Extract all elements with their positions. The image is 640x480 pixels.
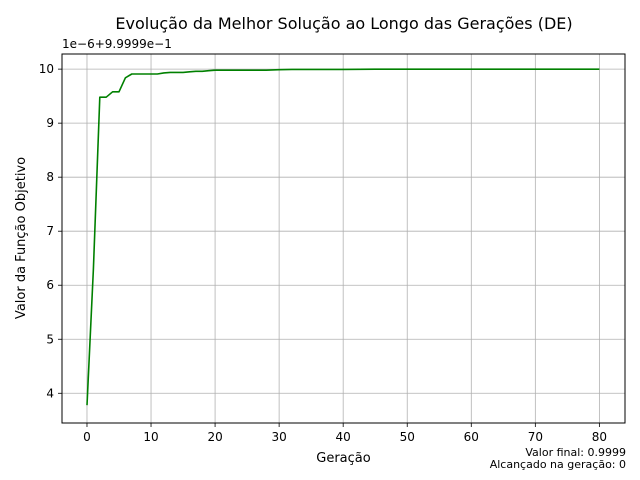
final-value-note: Valor final: 0.9999 [525, 446, 626, 459]
x-axis-label: Geração [316, 451, 370, 466]
chart-title: Evolução da Melhor Solução ao Longo das … [115, 14, 572, 33]
x-tick-label: 80 [592, 430, 607, 444]
series-line [86, 68, 600, 406]
y-tick-label: 10 [39, 62, 54, 76]
grid-lines [62, 54, 625, 423]
y-axis-offset-label: 1e−6+9.9999e−1 [62, 37, 172, 51]
series-lines [86, 68, 600, 406]
x-tick-label: 20 [207, 430, 222, 444]
y-tick-label: 6 [46, 278, 54, 292]
x-tick-label: 50 [400, 430, 415, 444]
y-tick-label: 9 [46, 116, 54, 130]
y-tick-label: 5 [46, 332, 54, 346]
y-tick-label: 8 [46, 170, 54, 184]
y-tick-label: 7 [46, 224, 54, 238]
reached-generation-note: Alcançado na geração: 0 [489, 458, 626, 471]
y-tick-label: 4 [46, 386, 54, 400]
x-axis-ticks: 0 10 20 30 40 50 60 70 80 [83, 423, 607, 444]
x-tick-label: 0 [83, 430, 91, 444]
plot-frame [61, 53, 626, 424]
y-axis-ticks: 4 5 6 7 8 9 10 [39, 62, 62, 400]
x-tick-label: 40 [336, 430, 351, 444]
x-tick-label: 10 [143, 430, 158, 444]
y-axis-label: Valor da Função Objetivo [14, 157, 29, 319]
x-tick-label: 70 [528, 430, 543, 444]
x-tick-label: 60 [464, 430, 479, 444]
x-tick-label: 30 [271, 430, 286, 444]
